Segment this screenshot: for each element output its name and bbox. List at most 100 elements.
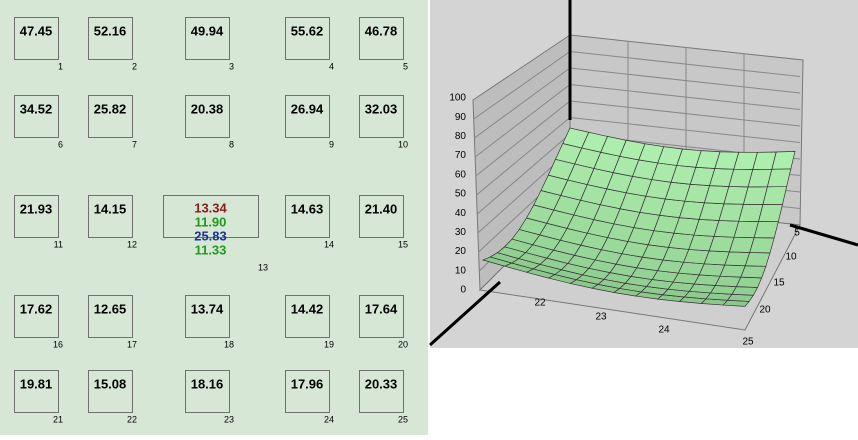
cell-index: 19 — [324, 339, 334, 349]
axis-line — [789, 223, 858, 247]
cell-value: 13.34 — [194, 200, 227, 215]
grid-panel — [0, 0, 428, 435]
cell-value: 25.82 — [94, 101, 127, 116]
z-tick-label: 90 — [455, 112, 467, 123]
cell-index: 5 — [403, 61, 408, 71]
surface-patch — [731, 286, 759, 296]
cell-value: 14.42 — [291, 301, 324, 316]
wall-grid — [475, 100, 571, 177]
cell-value: 46.78 — [365, 23, 398, 38]
cell-value: 18.16 — [191, 376, 224, 391]
cell-box — [163, 195, 259, 238]
cell-index: 13 — [258, 262, 268, 272]
cell-index: 12 — [127, 239, 137, 249]
cell-index: 14 — [324, 239, 334, 249]
cell-value: 32.03 — [365, 101, 398, 116]
z-tick-label: 100 — [449, 93, 466, 104]
cell-index: 2 — [132, 61, 137, 71]
x-tick-label: 24 — [658, 325, 670, 336]
cell-index: 3 — [229, 61, 234, 71]
cell-box — [185, 295, 230, 338]
cell-value: 17.62 — [20, 301, 53, 316]
cell-value: 52.16 — [94, 23, 127, 38]
cell-value: 49.94 — [191, 23, 224, 38]
cell-value: 14.15 — [94, 201, 127, 216]
y-tick-label: 5 — [794, 228, 800, 239]
x-tick-label: 22 — [534, 298, 546, 309]
cell-index: 21 — [53, 414, 63, 424]
y-tick-label: 25 — [742, 337, 754, 348]
cell-box — [285, 17, 330, 60]
cell-index: 17 — [127, 339, 137, 349]
surface-patch — [762, 186, 788, 205]
cell-box — [14, 370, 59, 413]
surface-patch — [758, 203, 783, 222]
z-tick-label: 40 — [455, 208, 467, 219]
z-tick-label: 80 — [455, 131, 467, 142]
cell-box — [185, 95, 230, 138]
cell-box — [88, 370, 133, 413]
cell-value: 15.08 — [94, 376, 127, 391]
cell-value: 34.52 — [20, 101, 53, 116]
cell-box — [359, 370, 404, 413]
cell-index: 25 — [398, 414, 408, 424]
cell-value: 17.64 — [365, 301, 398, 316]
cell-box — [14, 195, 59, 238]
cell-value: 17.96 — [291, 376, 324, 391]
z-tick-label: 60 — [455, 169, 467, 180]
cell-box — [359, 95, 404, 138]
cell-index: 24 — [324, 414, 334, 424]
surface-patch — [744, 252, 771, 267]
wall-grid — [476, 133, 571, 215]
cell-value: 47.45 — [20, 23, 53, 38]
y-tick-label: 15 — [773, 278, 785, 289]
wall-grid — [473, 51, 571, 120]
cell-value: 19.81 — [20, 376, 53, 391]
cell-value: 21.93 — [20, 201, 53, 216]
surface-patch — [740, 265, 767, 279]
cell-value: 11.33 — [195, 242, 227, 257]
cell-value: 12.65 — [94, 301, 127, 316]
cell-index: 22 — [127, 414, 137, 424]
wall-grid — [569, 100, 801, 127]
wall-grid — [474, 67, 571, 139]
cell-value: 20.33 — [365, 376, 398, 391]
cell-index: 16 — [53, 339, 63, 349]
surface-patch — [749, 237, 775, 254]
z-tick-label: 20 — [455, 246, 467, 257]
z-tick-label: 50 — [455, 189, 467, 200]
cell-box — [14, 295, 59, 338]
cell-box — [285, 195, 330, 238]
cell-box — [14, 95, 59, 138]
z-tick-label: 0 — [460, 285, 466, 296]
z-tick-label: 30 — [455, 227, 467, 238]
cell-index: 1 — [58, 61, 63, 71]
cell-index: 10 — [398, 139, 408, 149]
z-tick-label: 10 — [455, 265, 467, 276]
cell-box — [285, 95, 330, 138]
cell-box — [185, 370, 230, 413]
cell-box — [88, 95, 133, 138]
wall-grid — [569, 51, 801, 77]
cell-box — [88, 295, 133, 338]
cell-index: 20 — [398, 339, 408, 349]
cell-box — [285, 370, 330, 413]
cell-box — [14, 17, 59, 60]
wall-grid — [569, 67, 801, 94]
cell-index: 15 — [398, 239, 408, 249]
cell-value: 11.90 — [195, 214, 227, 229]
cell-index: 7 — [132, 139, 137, 149]
plot-3d — [428, 0, 858, 347]
cell-value: 14.63 — [291, 201, 324, 216]
cell-index: 18 — [224, 339, 234, 349]
cell-value: 13.74 — [191, 301, 224, 316]
cell-box — [359, 295, 404, 338]
cell-value: 25.83 — [194, 228, 227, 243]
cell-value: 21.40 — [365, 201, 398, 216]
cell-box — [359, 17, 404, 60]
cell-index: 6 — [58, 139, 63, 149]
wall-grid — [569, 84, 801, 110]
surface-patch — [753, 221, 779, 239]
